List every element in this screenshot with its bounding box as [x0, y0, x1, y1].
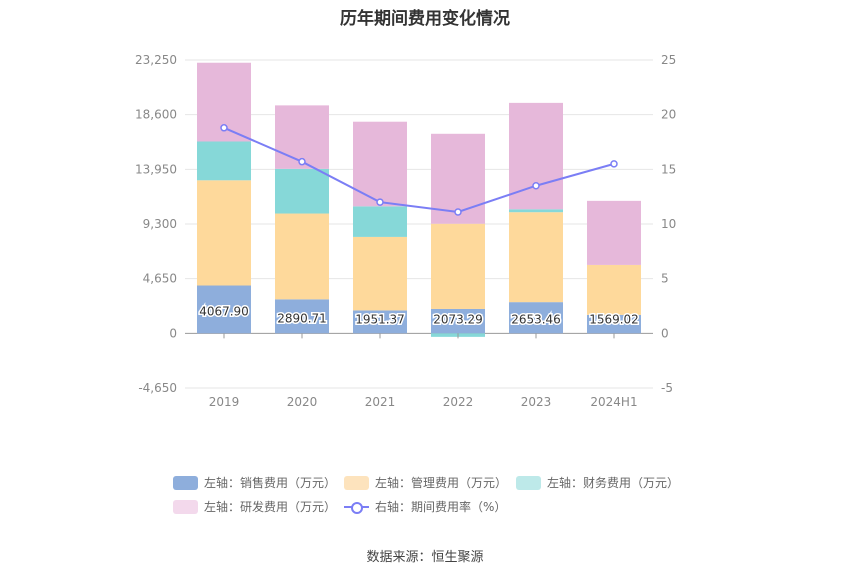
data-source: 数据来源：恒生聚源: [366, 550, 484, 565]
left-axis-tick-label: 4,650: [143, 272, 177, 286]
bar-rd[interactable]: [509, 102, 563, 210]
rate-line: [223, 126, 615, 213]
legend-item-rd[interactable]: 左轴：研发费用（万元）: [173, 498, 336, 515]
bar-data-label: 4067.90: [199, 304, 249, 318]
legend-item-finance[interactable]: 左轴：财务费用（万元）: [516, 474, 679, 491]
legend-label-sales: 左轴：销售费用（万元）: [204, 476, 337, 490]
x-axis-tick-label: 2019: [209, 395, 240, 409]
bar-data-label: 1951.37: [355, 312, 405, 326]
legend-swatch-sales: [173, 475, 198, 490]
right-axis-tick-label: 10: [661, 217, 676, 231]
legend-label-finance: 左轴：财务费用（万元）: [547, 476, 680, 490]
rate-point[interactable]: [610, 160, 618, 168]
rate-point[interactable]: [298, 157, 306, 166]
rate-point[interactable]: [532, 181, 540, 190]
bar-finance[interactable]: [275, 168, 329, 214]
x-axis-tick-label: 2022: [443, 395, 474, 409]
x-axis-tick-label: 2024H1: [590, 395, 637, 409]
legend-label-rd: 左轴：研发费用（万元）: [204, 500, 337, 514]
legend-item-admin[interactable]: 左轴：管理费用（万元）: [344, 474, 507, 491]
bar-admin[interactable]: [587, 264, 641, 315]
bar-finance[interactable]: [197, 141, 251, 181]
bar-sales[interactable]: [275, 299, 329, 334]
bar-admin[interactable]: [197, 180, 251, 286]
legend-swatch-rd: [173, 499, 198, 514]
left-axis-tick-label: 0: [169, 326, 177, 340]
bar-finance[interactable]: [353, 206, 407, 237]
bar-data-label: 2890.71: [277, 311, 327, 325]
right-axis-tick-label: -5: [661, 381, 673, 395]
bar-sales[interactable]: [587, 314, 641, 334]
left-axis-tick-label: 13,950: [135, 162, 177, 176]
x-axis-tick-label: 2023: [521, 395, 552, 409]
bar-rd[interactable]: [353, 121, 407, 207]
bar-data-label: 1569.02: [589, 312, 639, 326]
x-axis-tick-label: 2020: [287, 395, 318, 409]
bar-admin[interactable]: [275, 213, 329, 300]
right-axis-tick-label: 15: [661, 162, 676, 176]
left-axis-tick-label: 9,300: [143, 217, 177, 231]
bar-sales[interactable]: [431, 308, 485, 334]
right-axis-tick-label: 5: [661, 272, 669, 286]
chart-plot: 4067.90 2890.71 1951.37 2073.29 2653.46 1569.…: [135, 53, 676, 409]
legend-swatch-finance: [516, 475, 541, 490]
rate-point[interactable]: [454, 208, 462, 216]
left-axis-tick-label: 18,600: [135, 108, 177, 122]
legend-swatch-admin: [344, 475, 369, 490]
x-axis-tick-label: 2021: [365, 395, 396, 409]
rate-point[interactable]: [376, 198, 384, 206]
legend-label-rate: 右轴：期间费用率（%）: [375, 500, 507, 514]
bar-admin[interactable]: [509, 212, 563, 303]
left-axis-tick-label: 23,250: [135, 53, 177, 67]
bar-admin[interactable]: [431, 223, 485, 309]
bar-sales[interactable]: [197, 285, 251, 334]
left-axis-tick-label: -4,650: [138, 381, 177, 395]
rate-point[interactable]: [220, 124, 228, 132]
right-axis-tick-label: 0: [661, 326, 669, 340]
legend-item-sales[interactable]: 左轴：销售费用（万元）: [173, 474, 336, 491]
bar-finance[interactable]: [509, 209, 563, 213]
bar-admin[interactable]: [353, 236, 407, 311]
bar-rd[interactable]: [587, 200, 641, 265]
right-axis-tick-label: 25: [661, 53, 676, 67]
chart-title: 历年期间费用变化情况: [340, 9, 510, 29]
bar-data-label: 2073.29: [433, 312, 483, 326]
bar-data-label: 2653.46: [511, 312, 561, 326]
legend-label-admin: 左轴：管理费用（万元）: [375, 476, 508, 490]
legend-item-rate[interactable]: 右轴：期间费用率（%）: [344, 498, 506, 515]
right-axis-tick-label: 20: [661, 108, 676, 122]
bar-sales[interactable]: [353, 310, 407, 334]
bar-sales[interactable]: [509, 302, 563, 334]
legend-swatch-rate: [344, 500, 369, 514]
